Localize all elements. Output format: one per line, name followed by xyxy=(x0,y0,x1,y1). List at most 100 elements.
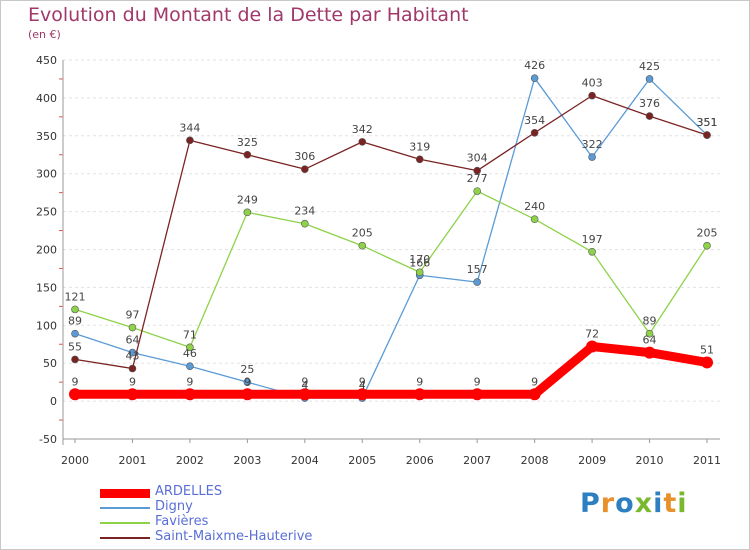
data-label: 71 xyxy=(183,328,197,341)
series-line-3 xyxy=(74,94,708,370)
logo-letter: t xyxy=(663,488,678,519)
legend-swatch xyxy=(100,507,150,509)
data-label: 9 xyxy=(416,375,423,388)
data-label: 342 xyxy=(352,123,373,136)
logo-letter: i xyxy=(653,488,664,519)
data-point xyxy=(588,91,596,100)
data-label: 249 xyxy=(237,193,258,206)
data-point xyxy=(186,343,194,352)
legend-swatch xyxy=(100,522,150,524)
data-label: 354 xyxy=(524,114,545,127)
data-point xyxy=(528,388,541,401)
data-label: 25 xyxy=(240,363,254,376)
data-label: 46 xyxy=(183,347,197,360)
data-point xyxy=(69,388,81,401)
data-point xyxy=(301,219,309,228)
data-label: 121 xyxy=(65,290,86,303)
data-label: 97 xyxy=(125,309,139,322)
data-point xyxy=(358,138,367,146)
x-tick-label: 2010 xyxy=(636,454,664,467)
data-label: 43 xyxy=(125,350,139,363)
data-label: 72 xyxy=(585,328,599,341)
data-label: 304 xyxy=(467,152,488,165)
data-point xyxy=(241,388,254,401)
data-label: 9 xyxy=(359,375,366,388)
data-label: 9 xyxy=(244,375,251,388)
data-label: 9 xyxy=(186,375,193,388)
data-label: 89 xyxy=(68,315,82,328)
data-point xyxy=(645,112,654,120)
logo-letter: i xyxy=(677,488,688,519)
data-label: 9 xyxy=(72,375,79,388)
chart-title: Evolution du Montant de la Dette par Hab… xyxy=(28,4,469,26)
y-tick-label: 400 xyxy=(36,92,57,105)
data-label: 240 xyxy=(524,200,545,213)
logo-letter: o xyxy=(615,488,635,519)
series-line-2 xyxy=(74,190,708,348)
legend-label: Digny xyxy=(155,499,193,514)
data-label: 425 xyxy=(639,60,660,73)
series-line-0 xyxy=(70,342,712,399)
x-tick-label: 2006 xyxy=(406,454,434,467)
data-point xyxy=(473,278,481,286)
data-label: 170 xyxy=(409,253,430,266)
unit-label: (en €) xyxy=(28,28,61,41)
data-point xyxy=(703,131,711,139)
data-point xyxy=(588,153,596,161)
data-point xyxy=(530,74,539,82)
data-point xyxy=(473,166,481,175)
data-point xyxy=(471,388,484,401)
data-label: 55 xyxy=(68,340,82,353)
data-point xyxy=(588,247,596,256)
data-point xyxy=(243,378,252,386)
legend-swatch xyxy=(100,488,150,498)
data-label: 4 xyxy=(301,379,308,392)
data-point xyxy=(415,268,424,277)
data-label: 319 xyxy=(409,140,430,153)
data-label: 234 xyxy=(294,205,315,218)
line-chart: -50 0 50 100 150 200 250 300 350 400 450 2000 2001 20… xyxy=(36,54,721,467)
data-point xyxy=(645,329,654,338)
data-point xyxy=(71,305,79,314)
y-tick-label: 250 xyxy=(36,206,57,219)
data-point xyxy=(128,364,137,373)
data-point xyxy=(243,150,252,159)
logo-letter: P xyxy=(580,488,601,519)
x-tick-label: 2011 xyxy=(693,454,721,467)
data-label: 9 xyxy=(301,375,308,388)
data-label: 197 xyxy=(582,233,603,246)
series-line-1 xyxy=(74,77,708,399)
x-tick-label: 2009 xyxy=(578,454,606,467)
data-point xyxy=(356,388,369,401)
data-label: 205 xyxy=(352,227,373,240)
data-point xyxy=(186,362,194,371)
data-point xyxy=(530,128,539,137)
data-label: 89 xyxy=(643,315,657,328)
data-labels: 9 9 9 9 9 9 9 9 9 72 64 51 89 64 46 25 4 4 166 157 426 322 425… xyxy=(65,59,718,392)
x-tick-label: 2007 xyxy=(463,454,491,467)
data-point xyxy=(186,136,194,145)
data-label: 205 xyxy=(697,227,718,240)
y-tick-label: 100 xyxy=(36,319,57,332)
legend-swatch xyxy=(100,537,150,539)
data-label: 64 xyxy=(125,334,139,347)
data-point xyxy=(126,388,139,401)
legend-label: ARDELLES xyxy=(155,484,223,499)
data-label: 9 xyxy=(474,375,481,388)
grid-lines xyxy=(63,59,720,440)
x-tick-label: 2001 xyxy=(118,454,146,467)
x-tick-label: 2003 xyxy=(233,454,261,467)
data-label: 306 xyxy=(294,150,315,163)
data-label: 4 xyxy=(359,379,366,392)
x-tick-label: 2004 xyxy=(291,454,319,467)
y-tick-label: 200 xyxy=(36,244,57,257)
y-tick-label: -50 xyxy=(39,433,57,446)
data-label: 376 xyxy=(639,97,660,110)
data-label: 322 xyxy=(582,138,603,151)
data-label: 277 xyxy=(467,172,488,185)
logo-letter: x xyxy=(634,488,654,519)
data-point xyxy=(243,208,252,217)
data-point xyxy=(473,187,481,195)
data-point xyxy=(643,346,656,359)
y-tick-label: 450 xyxy=(36,54,57,67)
